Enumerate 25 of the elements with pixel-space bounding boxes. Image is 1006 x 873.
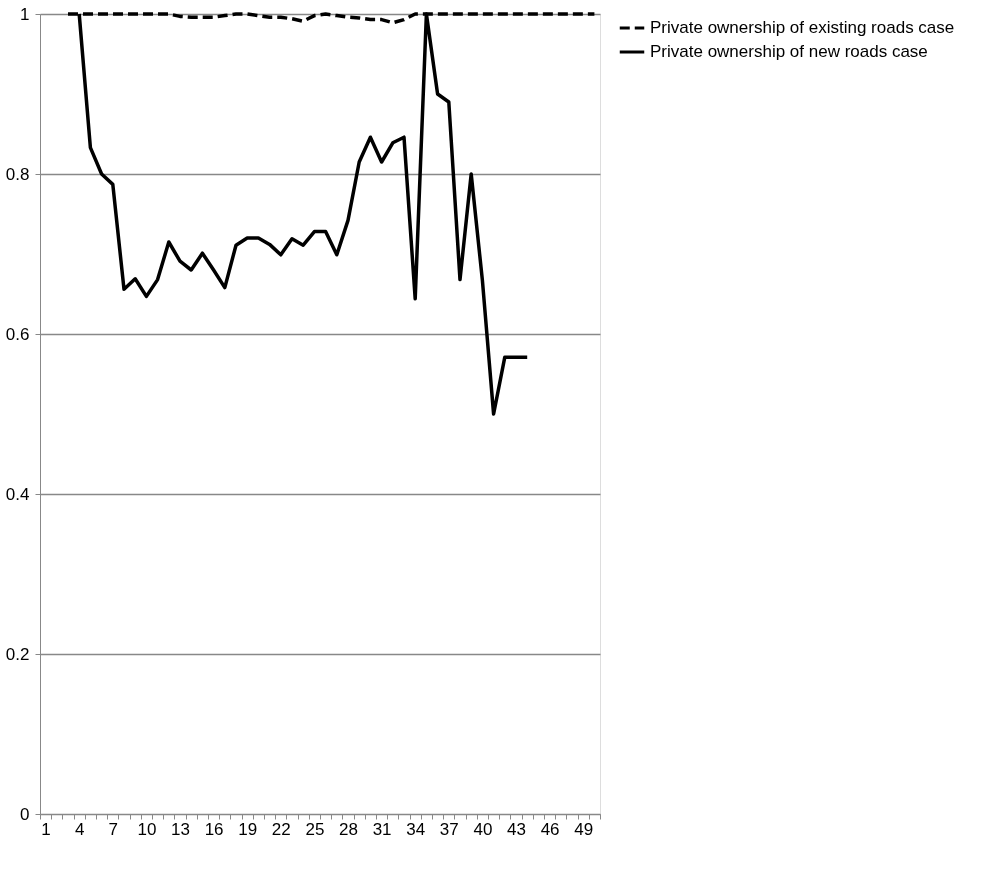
x-tick-label: 10 (137, 819, 157, 839)
y-tick-label: 1 (20, 4, 30, 24)
x-tick-label: 19 (238, 819, 258, 839)
x-tick-label: 4 (74, 819, 85, 839)
legend-label: Private ownership of existing roads case (650, 18, 955, 37)
y-tick-label: 0.6 (5, 324, 30, 344)
legend-label: Private ownership of new roads case (650, 42, 928, 61)
x-tick-label: 46 (540, 819, 560, 839)
x-tick-label: 13 (171, 819, 190, 839)
x-tick-label: 7 (108, 819, 119, 839)
x-tick-label: 31 (372, 819, 392, 839)
y-tick-label: 0.4 (5, 484, 30, 504)
x-tick-label: 40 (473, 819, 493, 839)
x-tick-label: 43 (507, 819, 526, 839)
y-tick-label: 0 (20, 804, 30, 824)
x-tick-label: 1 (41, 819, 51, 839)
x-tick-label: 25 (305, 819, 325, 839)
x-tick-label: 49 (574, 819, 594, 839)
x-tick-label: 28 (339, 819, 358, 839)
x-tick-label: 34 (406, 819, 426, 839)
x-tick-label: 16 (204, 819, 224, 839)
x-tick-label: 37 (439, 819, 459, 839)
y-tick-label: 0.2 (5, 644, 30, 664)
y-tick-label: 0.8 (5, 164, 30, 184)
x-tick-label: 22 (271, 819, 291, 839)
